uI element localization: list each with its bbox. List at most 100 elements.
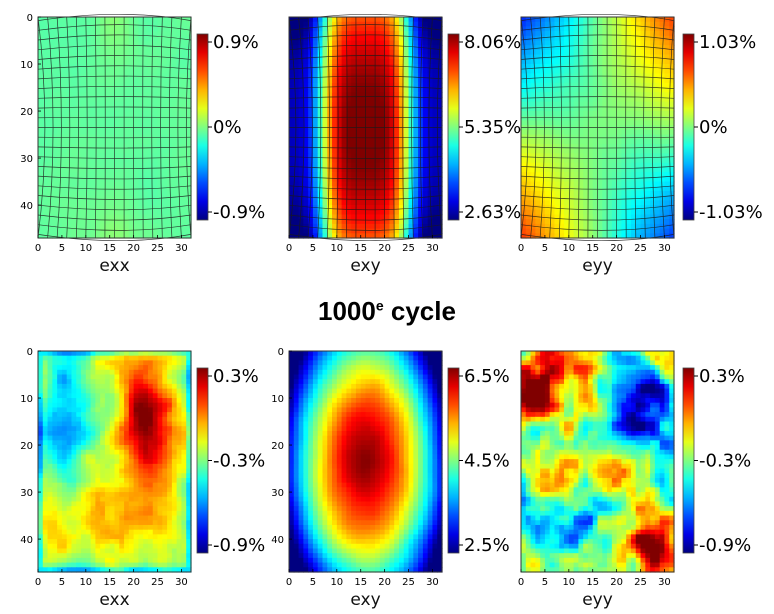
heatmap-cell <box>535 78 540 83</box>
heatmap-cell <box>645 167 650 172</box>
heatmap-cell <box>322 172 327 177</box>
heatmap-cell <box>95 200 100 205</box>
heatmap-cell <box>617 59 622 64</box>
heatmap-cell <box>172 139 177 144</box>
heatmap-cell <box>617 210 622 215</box>
heatmap-cell <box>134 116 139 121</box>
heatmap-cell <box>153 360 158 365</box>
heatmap-cell <box>332 182 337 187</box>
heatmap-cell <box>559 102 564 107</box>
heatmap-cell <box>399 111 404 116</box>
heatmap-cell <box>366 191 371 196</box>
heatmap-cell <box>289 219 294 224</box>
heatmap-cell <box>138 375 143 380</box>
heatmap-cell <box>583 135 588 140</box>
heatmap-cell <box>67 50 72 55</box>
heatmap-cell <box>428 69 433 74</box>
x-tick-label: 5 <box>59 243 65 254</box>
heatmap-cell <box>428 149 433 154</box>
heatmap-cell <box>342 172 347 177</box>
heatmap-cell <box>535 200 540 205</box>
heatmap-cell <box>177 210 182 215</box>
heatmap-cell <box>545 78 550 83</box>
heatmap-cell <box>432 210 437 215</box>
heatmap-cell <box>57 356 62 361</box>
heatmap-cell <box>399 158 404 163</box>
heatmap-cell <box>660 78 665 83</box>
heatmap-cell <box>385 36 390 41</box>
heatmap-cell <box>124 360 129 365</box>
heatmap-cell <box>564 26 569 31</box>
heatmap-cell <box>554 158 559 163</box>
heatmap-cell <box>71 88 76 93</box>
heatmap-cell <box>617 69 622 74</box>
heatmap-cell <box>626 214 631 219</box>
heatmap-cell <box>62 31 67 36</box>
heatmap-cell <box>86 389 91 394</box>
heatmap-cell <box>76 356 81 361</box>
heatmap-cell <box>554 120 559 125</box>
heatmap-cell <box>332 200 337 205</box>
heatmap-cell <box>409 78 414 83</box>
heatmap-cell <box>617 45 622 50</box>
heatmap-cell <box>100 78 105 83</box>
heatmap-cell <box>413 111 418 116</box>
heatmap-cell <box>598 31 603 36</box>
heatmap-cell <box>399 59 404 64</box>
heatmap-cell <box>564 163 569 168</box>
heatmap-cell <box>143 214 148 219</box>
heatmap-cell <box>356 191 361 196</box>
heatmap-cell <box>67 17 72 22</box>
heatmap-cell <box>342 50 347 55</box>
heatmap-cell <box>81 26 86 31</box>
heatmap-cell <box>52 31 57 36</box>
heatmap-cell <box>385 200 390 205</box>
heatmap-cell <box>342 111 347 116</box>
heatmap-cell <box>636 69 641 74</box>
heatmap-cell <box>162 41 167 46</box>
heatmap-cell <box>342 116 347 121</box>
heatmap-cell <box>95 351 100 356</box>
heatmap-cell <box>554 139 559 144</box>
heatmap-cell <box>535 219 540 224</box>
heatmap-cell <box>153 135 158 140</box>
heatmap-cell <box>48 106 53 111</box>
heatmap-cell <box>607 167 612 172</box>
heatmap-cell <box>158 379 163 384</box>
heatmap-cell <box>43 59 48 64</box>
heatmap-cell <box>588 135 593 140</box>
heatmap-cell <box>57 69 62 74</box>
heatmap-cell <box>428 182 433 187</box>
heatmap-cell <box>76 111 81 116</box>
heatmap-cell <box>554 219 559 224</box>
heatmap-cell <box>588 116 593 121</box>
heatmap-cell <box>664 106 669 111</box>
heatmap-cell <box>607 83 612 88</box>
heatmap-cell <box>418 31 423 36</box>
heatmap-cell <box>308 149 313 154</box>
heatmap-cell <box>158 50 163 55</box>
heatmap-cell <box>289 26 294 31</box>
heatmap-cell <box>43 210 48 215</box>
heatmap-cell <box>308 158 313 163</box>
heatmap-cell <box>660 182 665 187</box>
heatmap-cell <box>148 351 153 356</box>
heatmap-cell <box>148 73 153 78</box>
heatmap-cell <box>177 130 182 135</box>
heatmap-cell <box>569 139 574 144</box>
heatmap-cell <box>375 167 380 172</box>
heatmap-cell <box>181 92 186 97</box>
heatmap-cell <box>588 214 593 219</box>
heatmap-cell <box>418 111 423 116</box>
heatmap-cell <box>385 172 390 177</box>
heatmap-cell <box>134 375 139 380</box>
heatmap-cell <box>564 210 569 215</box>
heatmap-cell <box>105 172 110 177</box>
heatmap-cell <box>76 177 81 182</box>
heatmap-cell <box>303 158 308 163</box>
heatmap-cell <box>81 356 86 361</box>
heatmap-cell <box>337 144 342 149</box>
heatmap-cell <box>569 120 574 125</box>
heatmap-cell <box>313 116 318 121</box>
heatmap-cell <box>404 158 409 163</box>
